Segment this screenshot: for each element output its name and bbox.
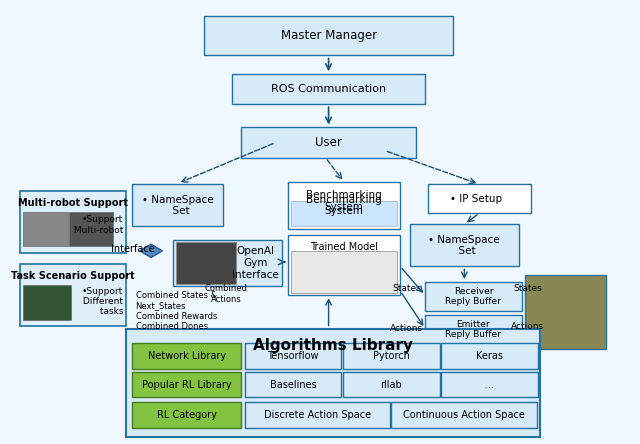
FancyBboxPatch shape: [232, 74, 425, 104]
Text: Combined States &
Next_States
Combined Rewards
Combined Dones: Combined States & Next_States Combined R…: [136, 291, 217, 331]
FancyBboxPatch shape: [342, 343, 440, 369]
FancyBboxPatch shape: [425, 315, 522, 344]
Text: RL Category: RL Category: [157, 410, 217, 420]
Text: Network Library: Network Library: [148, 351, 226, 361]
Text: Actions: Actions: [390, 324, 423, 333]
FancyBboxPatch shape: [132, 372, 241, 397]
FancyBboxPatch shape: [204, 16, 453, 56]
FancyBboxPatch shape: [441, 372, 538, 397]
Bar: [24, 212, 68, 246]
FancyBboxPatch shape: [244, 372, 342, 397]
FancyBboxPatch shape: [126, 329, 540, 437]
FancyBboxPatch shape: [428, 184, 531, 213]
Text: Benchmarking
System: Benchmarking System: [307, 194, 382, 216]
Text: ...: ...: [485, 380, 494, 389]
Text: Baselines: Baselines: [269, 380, 316, 389]
FancyBboxPatch shape: [244, 343, 342, 369]
FancyBboxPatch shape: [288, 235, 400, 295]
Polygon shape: [140, 244, 163, 258]
Text: Receiver
Reply Buffer: Receiver Reply Buffer: [445, 287, 501, 306]
Text: Emitter
Reply Buffer: Emitter Reply Buffer: [445, 320, 501, 339]
Text: Algorithms Library: Algorithms Library: [253, 338, 413, 353]
Bar: [525, 275, 605, 349]
Text: Popular RL Library: Popular RL Library: [142, 380, 232, 389]
FancyBboxPatch shape: [241, 127, 416, 158]
FancyBboxPatch shape: [441, 343, 538, 369]
Text: Interface: Interface: [111, 244, 154, 254]
FancyBboxPatch shape: [20, 191, 126, 253]
Text: • IP Setup: • IP Setup: [450, 194, 502, 204]
Text: Pytorch: Pytorch: [372, 351, 410, 361]
Text: Discrete Action Space: Discrete Action Space: [264, 410, 371, 420]
FancyBboxPatch shape: [392, 402, 537, 428]
FancyBboxPatch shape: [288, 182, 400, 229]
FancyBboxPatch shape: [244, 402, 390, 428]
Bar: [69, 212, 113, 246]
Text: States: States: [513, 284, 542, 293]
Text: • NameSpace
  Set: • NameSpace Set: [141, 194, 213, 216]
Text: Keras: Keras: [476, 351, 503, 361]
FancyBboxPatch shape: [20, 264, 126, 326]
FancyBboxPatch shape: [342, 372, 440, 397]
FancyBboxPatch shape: [132, 343, 241, 369]
Text: Tensorflow: Tensorflow: [268, 351, 319, 361]
Bar: [176, 242, 236, 284]
Text: Benchmarking
System: Benchmarking System: [307, 190, 382, 212]
Text: Continuous Action Space: Continuous Action Space: [403, 410, 525, 420]
FancyBboxPatch shape: [132, 402, 241, 428]
Text: States: States: [392, 284, 421, 293]
Text: Master Manager: Master Manager: [280, 29, 377, 42]
FancyBboxPatch shape: [132, 184, 223, 226]
Text: OpenAI
Gym
Interface: OpenAI Gym Interface: [232, 246, 279, 280]
Text: Actions: Actions: [511, 322, 545, 331]
Bar: [291, 251, 397, 293]
Text: ROS Communication: ROS Communication: [271, 84, 386, 94]
Text: •Support
 Different
 tasks: •Support Different tasks: [80, 286, 123, 317]
Text: rllab: rllab: [380, 380, 402, 389]
Text: Trained Model: Trained Model: [310, 242, 378, 252]
Text: Task Scenario Support: Task Scenario Support: [12, 271, 135, 281]
Bar: [24, 285, 71, 320]
Text: •Support
 Multi-robot: •Support Multi-robot: [70, 215, 123, 235]
Text: Multi-robot Support: Multi-robot Support: [18, 198, 128, 208]
Text: • NameSpace
  Set: • NameSpace Set: [428, 234, 500, 256]
Text: User: User: [315, 136, 342, 149]
Bar: [291, 201, 397, 226]
Text: Combined
Actions: Combined Actions: [204, 284, 247, 304]
FancyBboxPatch shape: [425, 282, 522, 311]
FancyBboxPatch shape: [410, 224, 518, 266]
FancyBboxPatch shape: [173, 240, 282, 286]
